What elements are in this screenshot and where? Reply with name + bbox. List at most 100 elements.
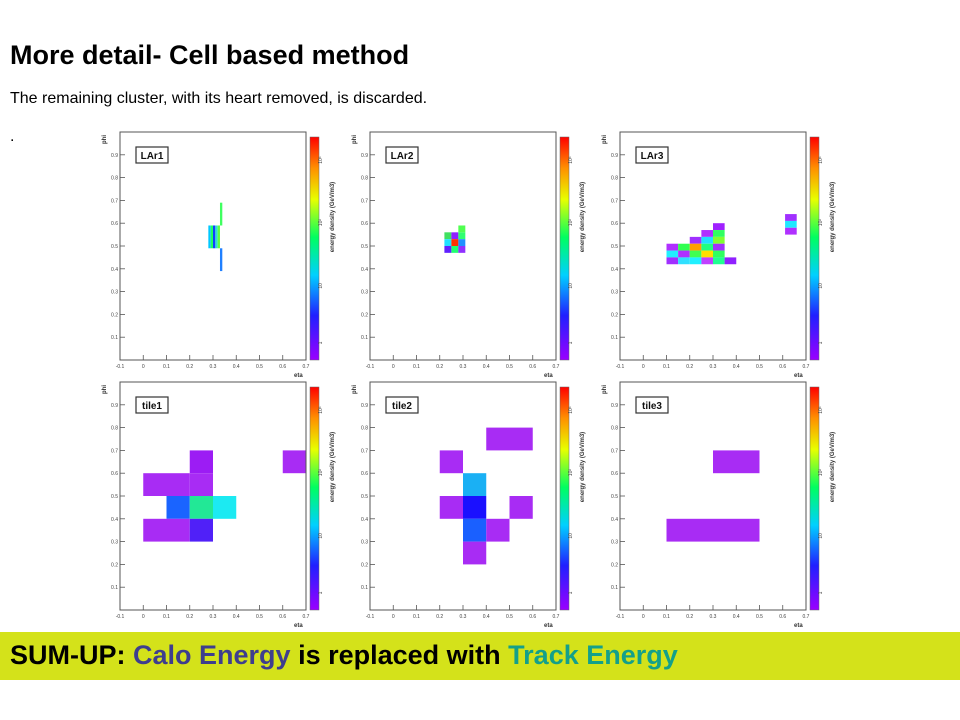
x-tick-label: 0.6 (529, 614, 536, 620)
x-tick-label: 0.5 (756, 364, 763, 370)
y-tick-label: 0.8 (111, 426, 118, 432)
heatmap-cell (219, 248, 223, 272)
y-tick-label: 0.3 (611, 290, 618, 296)
x-tick-label: 0.2 (686, 614, 693, 620)
heatmap-cell (213, 496, 237, 519)
heatmap-cell (463, 473, 487, 496)
colorbar-tick-label: 10 (818, 533, 824, 539)
colorbar-tick-label: 10² (318, 469, 324, 477)
heatmap-cell (143, 518, 167, 542)
colorbar-tick-label: 10² (818, 219, 824, 227)
y-tick-label: 0.7 (111, 198, 118, 204)
heatmap-cell (666, 243, 679, 251)
y-tick-label: 0.2 (111, 312, 118, 318)
x-tick-label: 0.3 (460, 364, 467, 370)
heatmap-cell (213, 225, 216, 249)
x-axis-label: eta (544, 373, 553, 379)
y-tick-label: 0.7 (611, 198, 618, 204)
x-tick-label: 0.7 (553, 614, 560, 620)
x-tick-label: 0.5 (506, 364, 513, 370)
colorbar (809, 136, 820, 361)
colorbar-tick-label: 10³ (818, 156, 824, 164)
y-tick-label: 0.6 (611, 221, 618, 227)
y-tick-label: 0.1 (361, 585, 368, 591)
summary-track-energy: Track Energy (508, 640, 678, 670)
heatmap-cell (689, 257, 702, 265)
heatmap-cell (701, 236, 714, 244)
summary-banner (0, 632, 960, 680)
heatmap-cell (678, 250, 690, 258)
y-tick-label: 0.4 (361, 267, 368, 273)
heatmap-cell (463, 518, 487, 542)
colorbar-tick-label: 1 (818, 591, 824, 594)
heatmap-cell (509, 496, 533, 519)
colorbar (309, 136, 320, 361)
panel-title-box (635, 396, 669, 414)
panel-title-box (135, 396, 169, 414)
y-tick-label: 0.7 (361, 198, 368, 204)
y-tick-label: 0.9 (361, 403, 368, 409)
x-tick-label: 0.6 (529, 364, 536, 370)
x-tick-label: 0.4 (233, 364, 240, 370)
heatmap-cell (219, 202, 223, 226)
x-axis-label: eta (794, 623, 803, 629)
heatmap-cell (444, 239, 452, 246)
y-axis-label: phi (102, 385, 108, 394)
x-tick-label: 0.2 (436, 614, 443, 620)
heatmap-cell (439, 450, 463, 474)
y-tick-label: 0.8 (361, 176, 368, 182)
x-tick-label: 0.3 (210, 614, 217, 620)
y-tick-label: 0.6 (111, 221, 118, 227)
x-tick-label: 0.4 (483, 364, 490, 370)
colorbar-tick-label: 1 (568, 591, 574, 594)
y-tick-label: 0.2 (361, 312, 368, 318)
panel-title-box (135, 146, 169, 164)
y-tick-label: 0.9 (611, 403, 618, 409)
y-tick-label: 0.3 (611, 540, 618, 546)
panel-title: tile3 (642, 401, 662, 412)
x-tick-label: 0.7 (553, 364, 560, 370)
colorbar-tick-label: 10² (568, 219, 574, 227)
x-tick-label: 0.2 (686, 364, 693, 370)
x-tick-label: 0.2 (186, 614, 193, 620)
colorbar-tick-label: 1 (818, 341, 824, 344)
x-tick-label: 0 (642, 614, 645, 620)
y-tick-label: 0.7 (111, 448, 118, 454)
heatmap-panel-lar2: -0.1 0 0.1 0.2 0.3 0.4 0.5 0.6 0.7 0.1 0.2 0.3 0.4 0.… (352, 131, 586, 379)
y-tick-label: 0.6 (361, 221, 368, 227)
x-tick-label: 0.6 (279, 364, 286, 370)
heatmap-cell (463, 496, 487, 519)
x-axis-label: eta (294, 373, 303, 379)
heatmap-panel-tile3: -0.1 0 0.1 0.2 0.3 0.4 0.5 0.6 0.7 0.1 0.2 0.3 0.4 0.… (602, 381, 836, 629)
y-tick-label: 0.6 (361, 471, 368, 477)
colorbar-tick-label: 10² (318, 219, 324, 227)
heatmap-cell (451, 239, 459, 246)
heatmap-cell (689, 236, 702, 244)
x-tick-label: 0.7 (803, 364, 810, 370)
heatmap-cell (785, 220, 797, 228)
x-tick-label: 0.2 (436, 364, 443, 370)
x-tick-label: 0.1 (413, 614, 420, 620)
panel-title-box (385, 396, 419, 414)
heatmap-cell (701, 243, 714, 251)
y-tick-label: 0.8 (611, 426, 618, 432)
y-tick-label: 0.1 (611, 335, 618, 341)
panel-title: tile1 (142, 401, 162, 412)
colorbar-label: energy density (GeV/m3) (330, 432, 336, 502)
y-tick-label: 0.4 (611, 517, 618, 523)
heatmap-cell (713, 230, 725, 237)
heatmap-cell (701, 257, 714, 265)
heatmap-cell (444, 246, 452, 253)
colorbar-label: energy density (GeV/m3) (830, 432, 836, 502)
x-tick-label: -0.1 (116, 364, 125, 370)
heatmap-cell (486, 427, 533, 451)
heatmap-cell (458, 225, 466, 233)
colorbar-label: energy density (GeV/m3) (580, 432, 586, 502)
y-tick-label: 0.2 (611, 562, 618, 568)
heatmap-cell (217, 225, 220, 249)
y-tick-label: 0.8 (111, 176, 118, 182)
heatmap-cell (701, 250, 714, 258)
heatmap-cell (713, 450, 760, 474)
x-tick-label: 0.3 (710, 614, 717, 620)
y-tick-label: 0.5 (111, 244, 118, 250)
